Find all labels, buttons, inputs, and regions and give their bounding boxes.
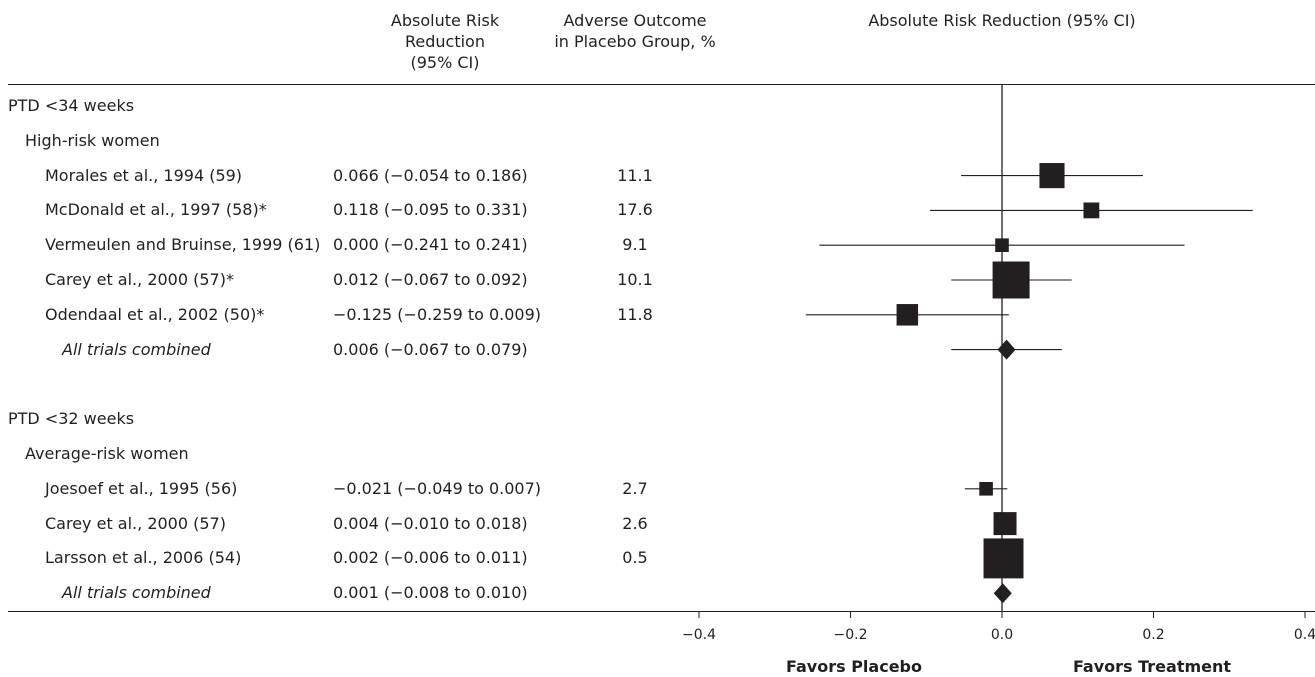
top-rule — [8, 84, 1315, 85]
placebo-pct-value: 11.8 — [617, 304, 653, 324]
table-row: Odendaal et al., 2002 (50)* −0.125 (−0.25… — [0, 300, 690, 330]
table-row: PTD <34 weeks — [0, 91, 690, 121]
arr-ci-value: 0.012 (−0.067 to 0.092) — [333, 270, 528, 289]
table-row: Larsson et al., 2006 (54) 0.002 (−0.006 t… — [0, 543, 690, 573]
table-row: Vermeulen and Bruinse, 1999 (61) 0.000 (−… — [0, 230, 690, 260]
header-placebo-line2: in Placebo Group, % — [554, 32, 716, 51]
trial-label: Joesoef et al., 1995 (56) — [45, 478, 238, 498]
table-row: Morales et al., 1994 (59) 0.066 (−0.054 t… — [0, 161, 690, 191]
combined-diamond — [997, 339, 1016, 360]
table-row: McDonald et al., 1997 (58)* 0.118 (−0.095… — [0, 195, 690, 225]
table-row: High-risk women — [0, 126, 690, 156]
bottom-rule — [8, 611, 1315, 612]
header-arr-ci: Absolute Risk Reduction (95% CI) — [350, 10, 540, 73]
point-estimate-square — [979, 482, 993, 496]
point-estimate-square — [992, 261, 1030, 299]
table-row: Joesoef et al., 1995 (56) −0.021 (−0.049 … — [0, 474, 690, 504]
tick-label: 0.2 — [1142, 627, 1165, 643]
table-row: Carey et al., 2000 (57) 0.004 (−0.010 to … — [0, 509, 690, 539]
favors-placebo-label: Favors Placebo — [786, 657, 922, 676]
combined-diamond — [993, 583, 1012, 604]
combined-label: All trials combined — [62, 339, 211, 359]
combined-label: All trials combined — [62, 583, 211, 603]
tick-label: −0.4 — [682, 627, 716, 643]
tick-label: 0.0 — [990, 627, 1014, 643]
arr-ci-value: 0.066 (−0.054 to 0.186) — [333, 165, 528, 185]
table-row: All trials combined 0.006 (−0.067 to 0.07… — [0, 335, 690, 365]
placebo-pct-value: 10.1 — [617, 270, 653, 289]
section-label: PTD <34 weeks — [8, 96, 135, 115]
point-estimate-square — [1039, 163, 1065, 189]
point-estimate-square — [993, 512, 1017, 536]
group-label: Average-risk women — [25, 444, 189, 463]
trial-label: Carey et al., 2000 (57) — [45, 513, 226, 533]
tick-label: −0.2 — [833, 627, 868, 643]
header-arr-ci-line2: Reduction — [405, 32, 485, 51]
arr-ci-value: −0.125 (−0.259 to 0.009) — [333, 304, 542, 324]
arr-ci-value: 0.000 (−0.241 to 0.241) — [333, 235, 528, 255]
group-label: High-risk women — [25, 130, 160, 150]
trial-label: McDonald et al., 1997 (58)* — [45, 200, 267, 220]
placebo-pct-value: 11.1 — [617, 165, 653, 185]
header-placebo-line1: Adverse Outcome — [563, 11, 707, 30]
trial-label: Odendaal et al., 2002 (50)* — [45, 304, 265, 324]
arr-ci-value: 0.001 (−0.008 to 0.010) — [333, 583, 528, 603]
trial-label: Vermeulen and Bruinse, 1999 (61) — [45, 235, 321, 255]
trial-label: Morales et al., 1994 (59) — [45, 165, 243, 185]
table-row: Carey et al., 2000 (57)* 0.012 (−0.067 to… — [0, 265, 690, 295]
placebo-pct-value: 17.6 — [617, 200, 653, 220]
table-row: All trials combined 0.001 (−0.008 to 0.01… — [0, 578, 690, 608]
header-arr-ci-line1: Absolute Risk — [390, 11, 500, 30]
arr-ci-value: 0.006 (−0.067 to 0.079) — [333, 339, 528, 359]
point-estimate-square — [896, 304, 919, 326]
arr-ci-value: 0.004 (−0.010 to 0.018) — [333, 513, 528, 533]
point-estimate-square — [1083, 202, 1100, 219]
point-estimate-square — [995, 238, 1009, 252]
placebo-pct-value: 2.7 — [622, 478, 648, 498]
header-arr-ci-line3: (95% CI) — [410, 53, 480, 72]
arr-ci-value: −0.021 (−0.049 to 0.007) — [333, 478, 542, 498]
section-label: PTD <32 weeks — [8, 409, 135, 429]
point-estimate-square — [983, 538, 1024, 579]
table-row: PTD <32 weeks — [0, 404, 690, 434]
trial-label: Carey et al., 2000 (57)* — [45, 270, 234, 289]
placebo-pct-value: 0.5 — [622, 548, 648, 568]
header-plot: Absolute Risk Reduction (95% CI) — [868, 11, 1136, 30]
arr-ci-value: 0.118 (−0.095 to 0.331) — [333, 200, 528, 220]
tick-label: 0.4 — [1293, 627, 1315, 643]
favors-treatment-label: Favors Treatment — [1072, 657, 1232, 676]
placebo-pct-value: 9.1 — [622, 235, 648, 255]
arr-ci-value: 0.002 (−0.006 to 0.011) — [333, 548, 528, 568]
table-row: Average-risk women — [0, 439, 690, 469]
placebo-pct-value: 2.6 — [622, 513, 648, 533]
trial-label: Larsson et al., 2006 (54) — [45, 548, 242, 568]
header-placebo: Adverse Outcome in Placebo Group, % — [540, 10, 730, 52]
